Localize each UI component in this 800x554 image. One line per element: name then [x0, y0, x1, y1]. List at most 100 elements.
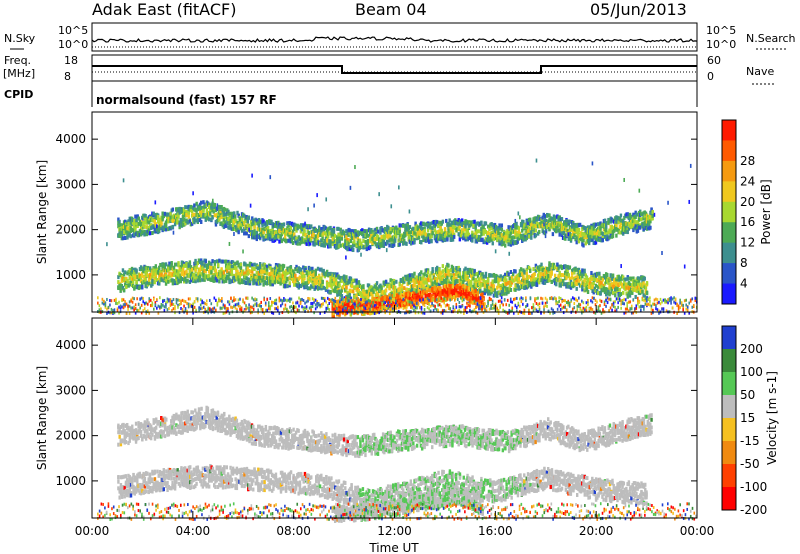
power-cell — [614, 293, 617, 298]
power-cell — [458, 274, 462, 279]
power-cell — [573, 232, 576, 237]
power-cell — [366, 295, 370, 300]
power-cell — [490, 226, 493, 231]
power-cell — [594, 283, 598, 288]
power-cell — [580, 276, 583, 281]
power-cell — [490, 230, 493, 235]
power-cell — [493, 288, 497, 293]
power-cell — [219, 210, 222, 215]
power-cell — [237, 271, 240, 276]
power-cell — [198, 210, 202, 215]
power-cell — [574, 237, 577, 242]
power-cell — [528, 217, 532, 222]
power-cell — [331, 239, 335, 244]
power-cell — [548, 261, 551, 266]
power-cell — [438, 267, 441, 272]
power-cell — [564, 270, 567, 275]
power-cell — [265, 267, 269, 272]
power-cell — [415, 289, 418, 294]
power-cell — [412, 274, 415, 279]
power-cell — [133, 232, 136, 237]
power-cell — [303, 230, 306, 235]
power-cell — [481, 272, 484, 277]
power-cell — [160, 220, 163, 225]
power-cell — [557, 218, 560, 223]
freq-unit-label: [MHz] — [3, 67, 35, 80]
power-cell — [582, 238, 585, 243]
power-cell — [278, 268, 281, 273]
power-cell — [500, 227, 504, 232]
power-cell — [372, 289, 375, 294]
power-cell — [324, 226, 328, 231]
power-cell — [574, 267, 577, 272]
power-cell — [296, 239, 299, 244]
power-cell — [550, 268, 553, 273]
power-cell — [491, 241, 494, 246]
power-cell — [201, 263, 204, 268]
power-cell — [234, 261, 237, 266]
power-cell — [252, 278, 255, 283]
power-cell — [239, 266, 243, 271]
power-cell — [124, 236, 127, 241]
power-cell — [448, 218, 451, 223]
power-cell — [407, 230, 411, 235]
power-cell — [329, 225, 332, 230]
power-cell — [590, 271, 593, 276]
power-cell — [409, 230, 413, 235]
power-cell — [443, 279, 447, 284]
power-cell — [564, 264, 567, 269]
power-cell — [154, 222, 158, 227]
power-cell — [534, 228, 538, 233]
power-cell — [518, 269, 522, 274]
power-cell — [511, 272, 515, 277]
power-cell — [188, 260, 192, 265]
power-cell — [288, 234, 291, 239]
power-cell — [530, 284, 533, 289]
power-cell — [508, 234, 511, 239]
power-cell — [438, 282, 441, 287]
power-cell — [220, 204, 223, 209]
power-cell — [401, 223, 405, 228]
power-cell — [581, 231, 584, 236]
power-cell — [329, 244, 332, 249]
power-cell — [230, 268, 234, 273]
power-cell — [271, 275, 274, 280]
power-cell — [365, 229, 369, 234]
power-cell — [259, 262, 262, 267]
power-cell — [563, 231, 566, 236]
power-cell — [416, 226, 420, 231]
power-cell — [214, 270, 218, 275]
power-cell — [144, 278, 147, 283]
power-cell — [604, 221, 608, 226]
power-cell — [548, 227, 551, 232]
power-cell — [482, 225, 485, 230]
power-cell — [408, 225, 412, 230]
power-cell — [210, 270, 213, 275]
power-cell — [163, 275, 167, 280]
power-cell — [338, 239, 341, 244]
power-cell — [423, 272, 426, 277]
power-cell — [187, 264, 190, 269]
power-cell — [395, 234, 398, 239]
power-cell — [131, 227, 135, 232]
power-cell — [582, 243, 585, 248]
power-cell — [539, 264, 542, 269]
power-cell — [342, 282, 346, 287]
power-cell — [288, 283, 291, 288]
power-cell — [497, 281, 500, 286]
power-cell — [425, 280, 429, 285]
power-cell — [280, 223, 283, 228]
power-cell — [626, 230, 629, 235]
nsky-label: N.Sky — [4, 32, 36, 45]
power-cell — [125, 285, 128, 290]
power-cell — [327, 234, 330, 239]
power-cell — [356, 284, 359, 289]
power-cell — [265, 276, 269, 281]
power-cell — [261, 278, 264, 283]
power-cell — [150, 276, 153, 281]
power-plot-area — [97, 158, 698, 318]
power-cell — [177, 269, 180, 274]
power-cell — [353, 239, 356, 244]
power-cell — [291, 240, 295, 245]
power-cell — [365, 247, 369, 252]
